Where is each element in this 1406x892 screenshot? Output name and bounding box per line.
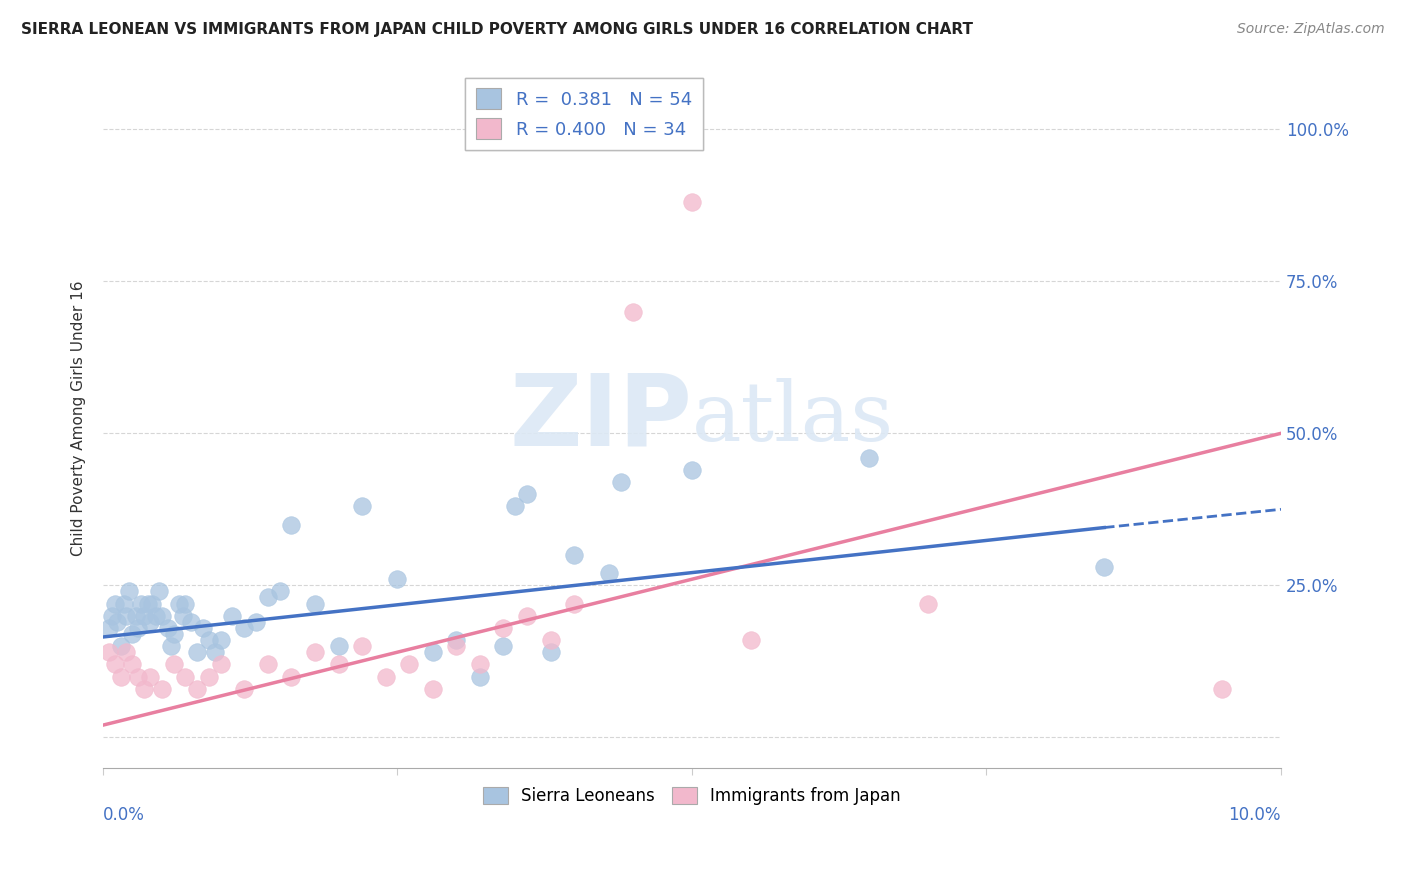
Point <box>198 633 221 648</box>
Point <box>174 669 197 683</box>
Point <box>148 584 170 599</box>
Point <box>280 517 302 532</box>
Point <box>328 639 350 653</box>
Point <box>245 615 267 629</box>
Point <box>150 681 173 696</box>
Point <box>598 566 620 581</box>
Point <box>503 500 526 514</box>
Point <box>304 597 326 611</box>
Point <box>610 475 633 489</box>
Point <box>134 681 156 696</box>
Point <box>422 645 444 659</box>
Point <box>374 669 396 683</box>
Point <box>115 608 138 623</box>
Point <box>1211 681 1233 696</box>
Point <box>562 597 585 611</box>
Point <box>186 645 208 659</box>
Point <box>97 645 120 659</box>
Point <box>141 597 163 611</box>
Point <box>112 597 135 611</box>
Point <box>191 621 214 635</box>
Point <box>492 639 515 653</box>
Point <box>304 645 326 659</box>
Point <box>540 645 562 659</box>
Point <box>129 597 152 611</box>
Point <box>352 500 374 514</box>
Point <box>139 615 162 629</box>
Point <box>145 608 167 623</box>
Point <box>256 591 278 605</box>
Point <box>127 669 149 683</box>
Point <box>101 608 124 623</box>
Y-axis label: Child Poverty Among Girls Under 16: Child Poverty Among Girls Under 16 <box>72 280 86 556</box>
Point <box>516 487 538 501</box>
Point <box>110 669 132 683</box>
Text: Source: ZipAtlas.com: Source: ZipAtlas.com <box>1237 22 1385 37</box>
Point <box>134 608 156 623</box>
Point <box>169 597 191 611</box>
Point <box>1092 560 1115 574</box>
Point <box>468 657 491 672</box>
Point <box>681 463 703 477</box>
Legend: R =  0.381   N = 54, R = 0.400   N = 34: R = 0.381 N = 54, R = 0.400 N = 34 <box>465 78 703 150</box>
Point <box>121 627 143 641</box>
Point <box>209 657 232 672</box>
Point <box>118 584 141 599</box>
Point <box>139 669 162 683</box>
Point <box>446 639 468 653</box>
Point <box>125 608 148 623</box>
Text: SIERRA LEONEAN VS IMMIGRANTS FROM JAPAN CHILD POVERTY AMONG GIRLS UNDER 16 CORRE: SIERRA LEONEAN VS IMMIGRANTS FROM JAPAN … <box>21 22 973 37</box>
Point <box>172 608 194 623</box>
Point <box>162 657 184 672</box>
Point <box>352 639 374 653</box>
Point <box>105 615 128 629</box>
Point <box>174 597 197 611</box>
Point <box>422 681 444 696</box>
Point <box>387 572 409 586</box>
Point <box>97 621 120 635</box>
Point <box>468 669 491 683</box>
Point <box>204 645 226 659</box>
Point <box>180 615 202 629</box>
Point <box>110 639 132 653</box>
Point <box>150 608 173 623</box>
Text: ZIP: ZIP <box>509 369 692 467</box>
Point <box>156 621 179 635</box>
Point <box>446 633 468 648</box>
Point <box>104 657 127 672</box>
Text: 10.0%: 10.0% <box>1229 806 1281 824</box>
Point <box>121 657 143 672</box>
Point <box>280 669 302 683</box>
Point <box>115 645 138 659</box>
Text: 0.0%: 0.0% <box>103 806 145 824</box>
Point <box>740 633 762 648</box>
Point <box>681 195 703 210</box>
Point <box>398 657 420 672</box>
Point <box>256 657 278 672</box>
Point <box>233 621 256 635</box>
Point <box>858 450 880 465</box>
Point <box>209 633 232 648</box>
Point <box>562 548 585 562</box>
Point <box>162 627 184 641</box>
Point <box>136 597 159 611</box>
Point <box>160 639 183 653</box>
Point <box>198 669 221 683</box>
Point <box>127 621 149 635</box>
Point <box>328 657 350 672</box>
Text: atlas: atlas <box>692 378 894 458</box>
Point <box>233 681 256 696</box>
Point <box>104 597 127 611</box>
Point <box>516 608 538 623</box>
Point <box>492 621 515 635</box>
Point <box>540 633 562 648</box>
Point <box>621 304 644 318</box>
Point <box>186 681 208 696</box>
Point <box>221 608 243 623</box>
Point <box>269 584 291 599</box>
Point <box>917 597 939 611</box>
